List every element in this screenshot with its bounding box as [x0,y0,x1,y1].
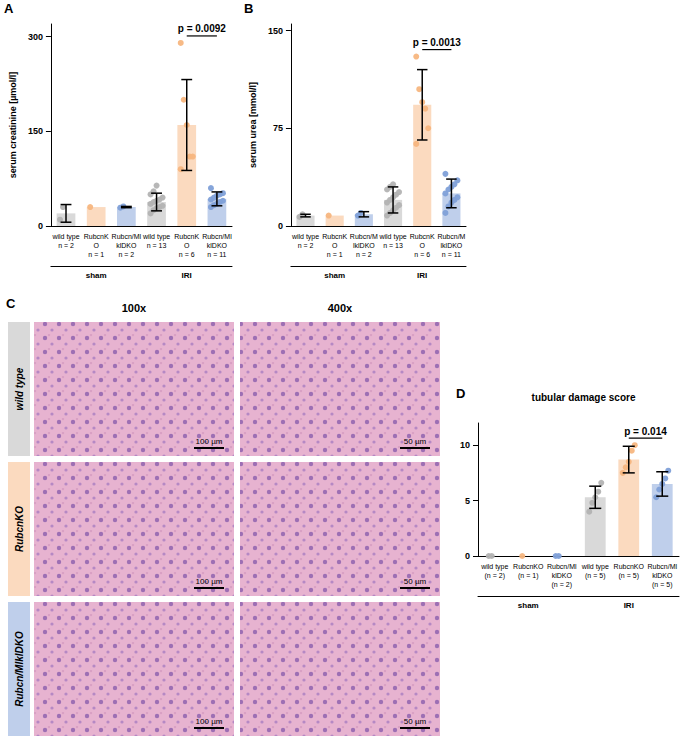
svg-text:n = 2: n = 2 [118,251,134,258]
svg-text:C: C [6,296,16,311]
svg-text:100 µm: 100 µm [196,437,223,446]
svg-text:(n = 2): (n = 2) [485,572,505,580]
svg-text:n = 6: n = 6 [179,251,195,258]
svg-text:RubcnK: RubcnK [84,233,109,240]
svg-text:0: 0 [38,221,43,231]
svg-text:klDKO: klDKO [652,572,673,579]
svg-text:RubcnK: RubcnK [410,233,435,240]
svg-text:(n = 1): (n = 1) [518,572,538,580]
svg-text:n = 13: n = 13 [147,242,167,249]
svg-text:Rubcn/MlklDKO: Rubcn/MlklDKO [14,631,25,707]
svg-text:RubcnKO: RubcnKO [513,563,544,570]
svg-text:n = 13: n = 13 [383,242,403,249]
svg-text:wild type: wild type [480,563,508,571]
svg-text:B: B [244,1,253,16]
svg-text:n = 2: n = 2 [356,251,372,258]
svg-text:150: 150 [268,26,283,36]
svg-text:100x: 100x [122,302,147,314]
svg-text:p = 0.0092: p = 0.0092 [178,23,227,34]
svg-text:serum urea [mmol/l]: serum urea [mmol/l] [248,82,258,168]
svg-text:wild type: wild type [378,233,406,241]
svg-text:Rubcn/M: Rubcn/M [350,233,378,240]
svg-text:sham: sham [518,601,539,610]
svg-text:wild type: wild type [291,233,319,241]
svg-text:IRI: IRI [624,601,634,610]
svg-text:wild type: wild type [51,233,79,241]
svg-text:10: 10 [460,440,470,450]
svg-text:(n = 5): (n = 5) [652,581,672,589]
svg-text:D: D [456,386,465,401]
svg-text:Rubcn/Ml: Rubcn/Ml [547,563,577,570]
svg-text:IRI: IRI [182,271,192,280]
svg-text:lklDKO: lklDKO [353,242,375,249]
svg-text:klDKO: klDKO [116,242,137,249]
svg-text:n = 1: n = 1 [327,251,343,258]
svg-text:0: 0 [465,551,470,561]
svg-text:100 µm: 100 µm [196,577,223,586]
svg-text:RubcnK: RubcnK [174,233,199,240]
svg-text:sham: sham [86,271,107,280]
svg-text:150: 150 [28,126,43,136]
svg-text:n = 2: n = 2 [58,242,74,249]
svg-text:RubcnKO: RubcnKO [14,506,25,552]
svg-text:serum creatinine [µmol/l]: serum creatinine [µmol/l] [8,72,18,179]
svg-text:klDKO: klDKO [207,242,228,249]
svg-text:Rubcn/Ml: Rubcn/Ml [647,563,677,570]
svg-text:(n = 5): (n = 5) [585,572,605,580]
svg-text:50 µm: 50 µm [404,717,427,726]
svg-text:wild type: wild type [581,563,609,571]
svg-text:klDKO: klDKO [552,572,573,579]
svg-text:5: 5 [465,496,470,506]
svg-text:A: A [4,1,14,16]
svg-text:Rubcn/M: Rubcn/M [437,233,465,240]
svg-text:RubcnKO: RubcnKO [614,563,645,570]
svg-text:O: O [332,242,338,249]
svg-text:400x: 400x [328,302,353,314]
svg-text:n = 11: n = 11 [442,251,461,258]
svg-text:Rubcn/Ml: Rubcn/Ml [112,233,142,240]
svg-text:wild type: wild type [142,233,170,241]
svg-text:Rubcn/Ml: Rubcn/Ml [202,233,232,240]
svg-text:100 µm: 100 µm [196,717,223,726]
svg-text:n = 11: n = 11 [207,251,226,258]
svg-text:O: O [93,242,99,249]
svg-text:(n = 2): (n = 2) [552,581,572,589]
svg-text:RubcnK: RubcnK [322,233,347,240]
svg-text:300: 300 [28,32,43,42]
svg-text:IRI: IRI [417,271,427,280]
svg-text:p = 0.014: p = 0.014 [624,426,667,437]
svg-text:50 µm: 50 µm [404,577,427,586]
svg-text:tubular damage score: tubular damage score [532,392,636,403]
svg-text:(n = 5): (n = 5) [619,572,639,580]
svg-text:O: O [420,242,426,249]
svg-text:O: O [184,242,190,249]
svg-text:n = 2: n = 2 [298,242,314,249]
svg-text:0: 0 [278,221,283,231]
svg-text:n = 6: n = 6 [414,251,430,258]
svg-text:lklDKO: lklDKO [441,242,463,249]
svg-text:n = 1: n = 1 [88,251,104,258]
svg-text:sham: sham [324,271,345,280]
svg-text:wild type: wild type [14,367,25,410]
svg-text:75: 75 [273,123,283,133]
svg-text:p = 0.0013: p = 0.0013 [413,37,462,48]
svg-text:50 µm: 50 µm [404,437,427,446]
